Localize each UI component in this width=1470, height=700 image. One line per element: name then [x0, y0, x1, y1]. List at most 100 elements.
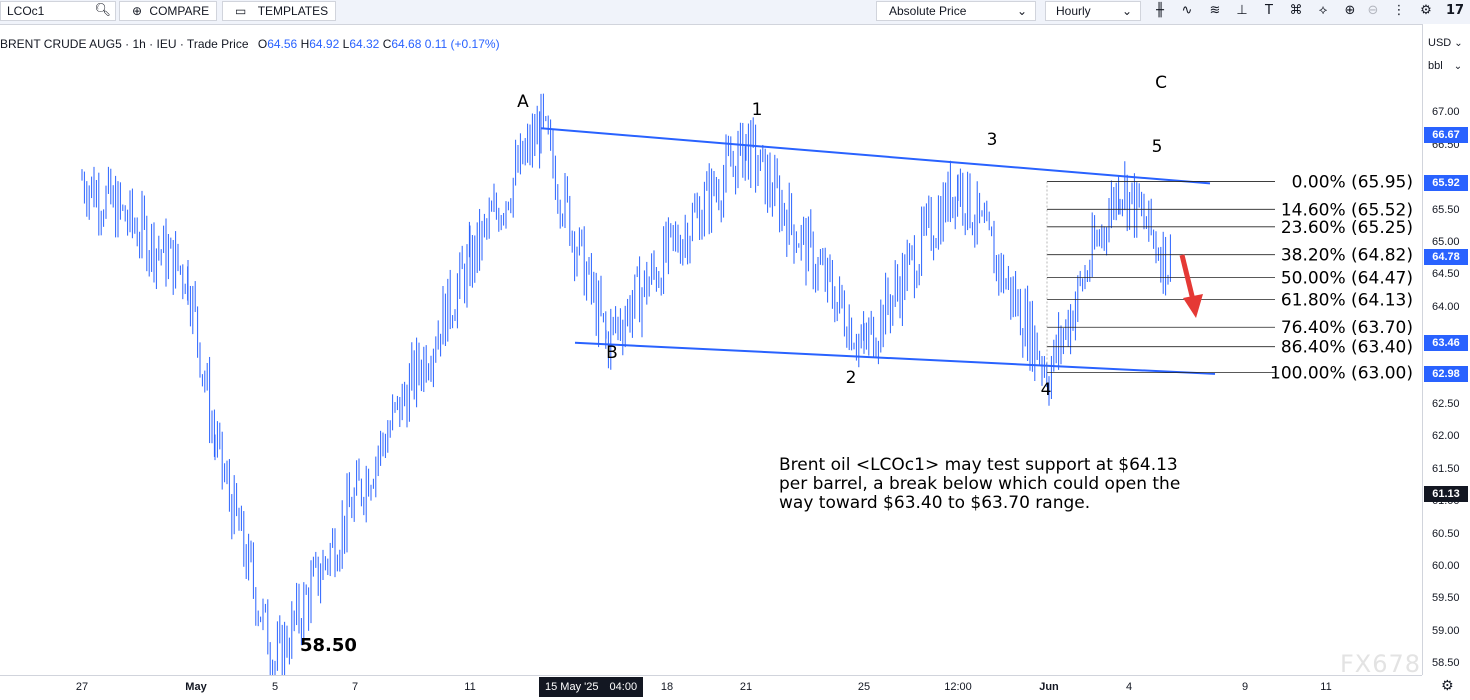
price-tag: 63.46 [1424, 334, 1468, 351]
time-tick-label: 9 [1241, 681, 1249, 693]
watermark: FX678 [1340, 650, 1422, 678]
down-arrow-icon [1179, 254, 1203, 318]
time-tick-label: 27 [75, 681, 89, 693]
time-tick-label: 4 [1125, 681, 1133, 693]
templates-button[interactable]: ▭ TEMPLATES [222, 1, 336, 21]
fib-level-label: 23.60% (65.25) [1281, 218, 1413, 238]
crosshair-date: 15 May '25 [545, 681, 599, 693]
price-tick-label: 65.50 [1432, 203, 1460, 216]
unit-label: bbl [1428, 60, 1443, 72]
settings-icon[interactable]: ⚙ [1441, 678, 1454, 694]
tradingview-logo-icon: 17 [1445, 3, 1465, 18]
wave-label: 4 [1041, 380, 1052, 400]
price-tick-label: 65.00 [1432, 236, 1460, 248]
crosshair-time: 04:00 [609, 681, 638, 693]
time-tick-label: 21 [739, 681, 753, 693]
price-tag: 62.98 [1424, 365, 1468, 382]
interval-value: Hourly [1056, 4, 1091, 18]
fib-level-label: 100.00% (63.00) [1270, 364, 1413, 384]
plus-circle-icon: ⊕ [132, 4, 143, 18]
interval-select[interactable]: Hourly ⌄ [1045, 1, 1141, 21]
trend-lines-icon[interactable]: ≋ [1209, 3, 1221, 18]
compare-label: COMPARE [149, 4, 210, 18]
indicators-icon[interactable]: ∿ [1181, 3, 1193, 18]
price-tag: 65.92 [1424, 175, 1468, 192]
fibonacci-icon[interactable]: ⊥ [1236, 3, 1248, 18]
fib-level-label: 76.40% (63.70) [1281, 318, 1413, 338]
wave-label: 1 [752, 100, 763, 120]
low-value: 64.32 [349, 37, 380, 51]
shapes-icon[interactable]: ⌘ [1289, 3, 1303, 18]
price-tick-label: 60.50 [1432, 527, 1460, 540]
close-value: 64.68 [391, 37, 422, 51]
wave-label: 3 [987, 130, 998, 150]
price-tick-label: 59.00 [1432, 624, 1460, 637]
price-tick-label: 64.00 [1432, 300, 1460, 313]
fib-level-label: 50.00% (64.47) [1281, 268, 1413, 288]
fib-level-label: 14.60% (65.52) [1281, 200, 1413, 220]
close-label: C [382, 37, 392, 51]
chart-legend: BRENT CRUDE AUG5 · 1h · IEU · Trade Pric… [0, 37, 500, 51]
fib-level-label: 61.80% (64.13) [1281, 290, 1413, 310]
price-mode-select[interactable]: Absolute Price ⌄ [876, 1, 1036, 21]
price-mode-value: Absolute Price [889, 4, 967, 18]
channel-lower-line[interactable] [574, 341, 1216, 375]
channel-upper-line[interactable] [540, 127, 1211, 185]
fib-level-label: 0.00% (65.95) [1292, 172, 1413, 192]
price-tick-label: 58.50 [1432, 657, 1460, 670]
time-tick-label: 12:00 [944, 681, 972, 693]
time-tick-label: May [185, 681, 207, 693]
search-icon: 🔍︎ [94, 3, 111, 18]
price-tick-label: 62.00 [1432, 430, 1460, 443]
symbol-search-input[interactable]: LCOc1 🔍︎ [0, 1, 116, 21]
unit-select[interactable]: bbl ⌄ [1428, 60, 1462, 72]
currency-label: USD [1428, 37, 1452, 49]
top-toolbar: LCOc1 🔍︎ ⊕ COMPARE ▭ TEMPLATES Absolute … [0, 0, 1470, 25]
price-tag: 61.13 [1424, 485, 1468, 502]
gear-icon[interactable]: ⚙ [1420, 3, 1432, 18]
low-price-label: 58.50 [300, 635, 357, 656]
time-tick-label: 7 [351, 681, 359, 693]
zoom-in-icon[interactable]: ⊕ [1344, 3, 1356, 18]
wave-label: B [606, 343, 618, 363]
price-tick-label: 61.50 [1432, 462, 1460, 475]
open-value: 64.56 [267, 37, 298, 51]
price-tag: 66.67 [1424, 126, 1468, 143]
fib-level-label: 38.20% (64.82) [1281, 246, 1413, 266]
candles-icon[interactable]: ╫ [1156, 3, 1164, 18]
high-label: H [300, 37, 310, 51]
analysis-note: Brent oil <LCOc1> may test support at $6… [779, 455, 1181, 513]
price-tick-label: 59.50 [1432, 592, 1460, 605]
compare-button[interactable]: ⊕ COMPARE [119, 1, 217, 21]
measure-icon[interactable]: ⟡ [1318, 3, 1328, 18]
candles [81, 93, 1171, 675]
price-tick-label: 64.50 [1432, 268, 1460, 281]
zoom-out-icon[interactable]: ⊖ [1367, 3, 1379, 18]
symbol-text: LCOc1 [7, 4, 45, 18]
time-tick-label: 11 [1320, 681, 1332, 693]
templates-label: TEMPLATES [257, 4, 329, 18]
text-icon[interactable]: T [1265, 3, 1273, 18]
instrument-name: BRENT CRUDE AUG5 · 1h · IEU · Trade Pric… [0, 37, 249, 51]
chevron-down-icon: ⌄ [1454, 38, 1463, 49]
time-tick-label: 11 [464, 681, 476, 693]
price-tick-label: 67.00 [1432, 106, 1460, 119]
price-tick-label: 62.50 [1432, 398, 1460, 410]
price-chart[interactable]: 0.00% (65.95) 14.60% (65.52)23.60% (65.25… [0, 24, 1422, 675]
open-label: O [257, 37, 268, 51]
high-value: 64.92 [309, 37, 340, 51]
time-tick-label: 18 [660, 681, 674, 693]
currency-select[interactable]: USD ⌄ [1428, 37, 1463, 49]
more-icon[interactable]: ⋮ [1392, 3, 1406, 18]
time-axis[interactable] [0, 675, 1422, 700]
price-tag: 64.78 [1424, 249, 1468, 266]
chevron-down-icon: ⌄ [1016, 4, 1027, 18]
fib-level-label: 86.40% (63.40) [1281, 338, 1413, 358]
time-tick-label: Jun [1039, 681, 1059, 693]
time-tick-label: 5 [271, 681, 279, 693]
crosshair-time-label: 15 May '25 04:00 [539, 677, 644, 697]
change-value: 0.11 (+0.17%) [424, 37, 500, 51]
folder-icon: ▭ [235, 4, 247, 18]
chevron-down-icon: ⌄ [1453, 61, 1463, 72]
wave-label: 2 [846, 368, 857, 388]
